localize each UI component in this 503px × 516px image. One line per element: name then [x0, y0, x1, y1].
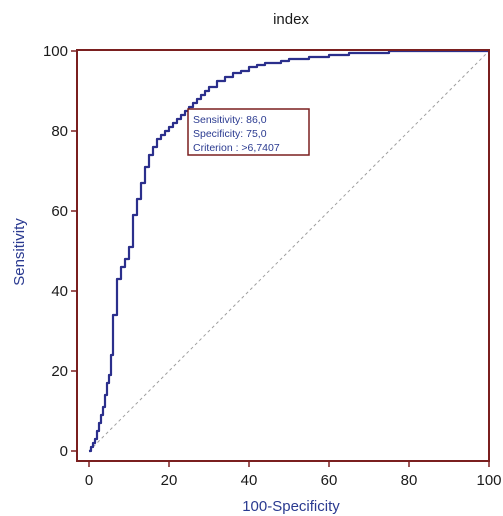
y-tick-label: 0 [60, 443, 68, 460]
x-tick-label: 60 [321, 472, 338, 489]
roc-curve-line [89, 49, 489, 453]
y-axis-title: Sensitivity [11, 218, 28, 286]
y-tick-label: 80 [51, 123, 68, 140]
annotation-box [187, 108, 310, 156]
x-tick-label: 80 [401, 472, 418, 489]
plot-frame [76, 49, 490, 462]
x-tick-label: 40 [241, 472, 258, 489]
annotation-criterion: Criterion : >6,7407 [193, 142, 280, 154]
y-tick-label: 40 [51, 283, 68, 300]
annotation-specificity: Specificity: 75,0 [193, 128, 267, 140]
y-tick-label: 60 [51, 203, 68, 220]
axes: 0 20 40 60 80 100 0 20 40 60 80 100 [43, 43, 502, 489]
criterion-annotation: Sensitivity: 86,0 Specificity: 75,0 Crit… [187, 108, 310, 156]
annotation-sensitivity: Sensitivity: 86,0 [193, 114, 267, 126]
x-tick-label: 0 [85, 472, 93, 489]
reference-diagonal-line [88, 50, 490, 452]
x-tick-label: 100 [476, 472, 501, 489]
x-tick-label: 20 [161, 472, 178, 489]
y-tick-label: 20 [51, 363, 68, 380]
chart-title: index [273, 11, 309, 28]
x-axis-title: 100-Specificity [242, 498, 340, 515]
y-tick-label: 100 [43, 43, 68, 60]
plot-area [88, 49, 490, 453]
